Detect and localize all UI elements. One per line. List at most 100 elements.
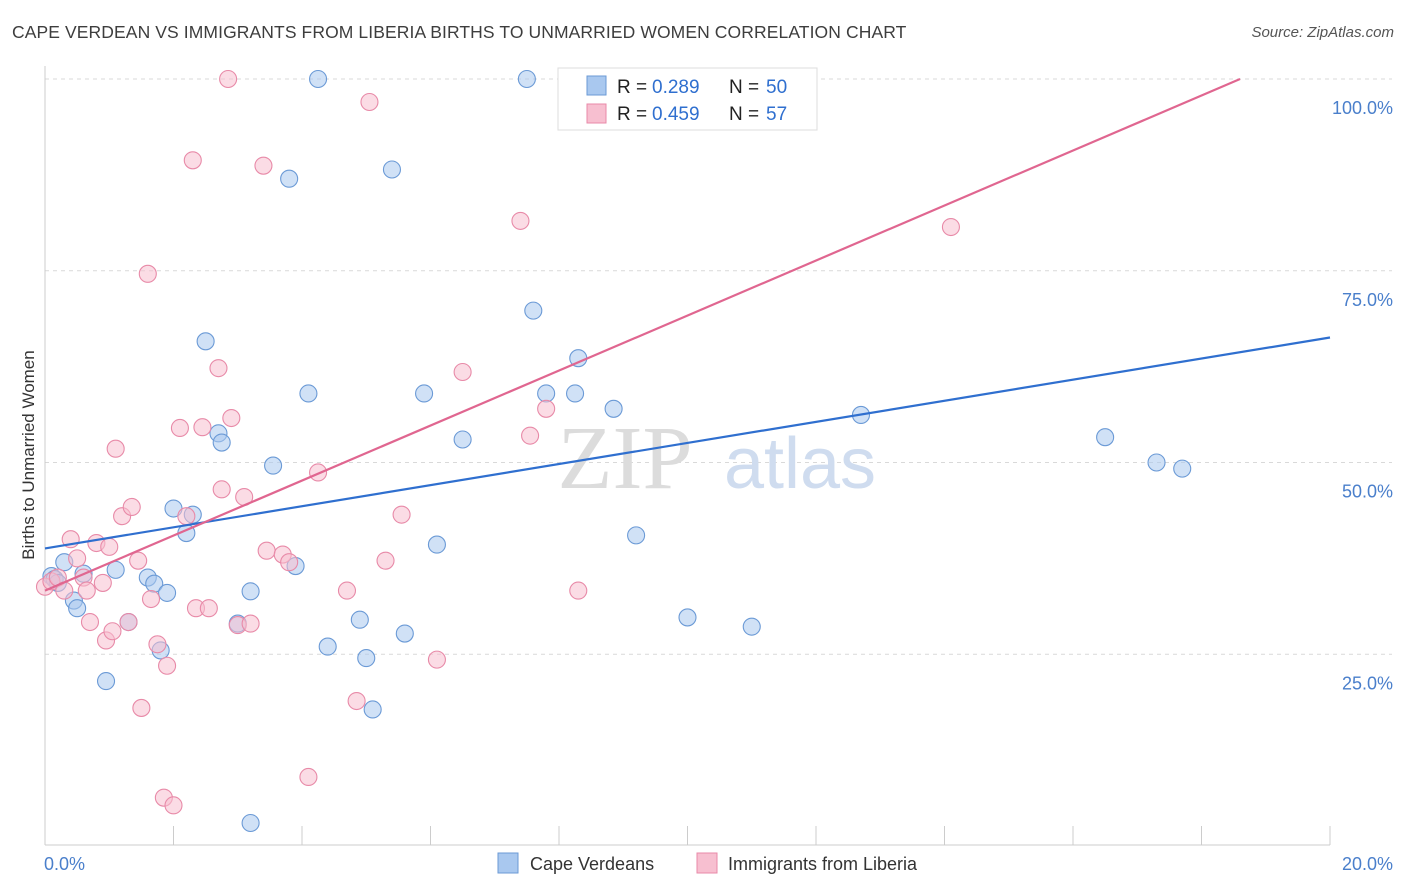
point-pink-25: [170, 418, 189, 438]
point-blue-21: [241, 582, 260, 601]
legend-label-liberia[interactable]: Immigrants from Liberia: [728, 854, 918, 874]
point-blue-5: [68, 599, 87, 618]
point-pink-30: [199, 599, 218, 618]
point-blue-32: [395, 624, 414, 643]
point-pink-27: [183, 151, 202, 170]
point-pink-37: [241, 614, 260, 633]
point-blue-31: [382, 160, 402, 179]
point-pink-31: [209, 359, 228, 378]
legend-swatch-liberia[interactable]: [696, 852, 718, 874]
point-pink-44: [337, 581, 357, 600]
legend: Cape Verdeans Immigrants from Liberia: [497, 852, 918, 874]
point-blue-36: [517, 69, 536, 89]
point-blue-33: [415, 384, 434, 403]
point-blue-22: [264, 456, 283, 475]
point-blue-47: [1147, 453, 1166, 472]
point-pink-20: [141, 589, 161, 609]
watermark-zip: ZIP: [558, 409, 693, 508]
watermark-atlas: atlas: [724, 424, 876, 504]
series-cape-verdeans: [42, 69, 1192, 833]
stats-n-label-pink: N =: [729, 104, 759, 125]
point-pink-17: [122, 497, 141, 517]
point-blue-34: [427, 535, 446, 554]
stats-n-value-blue: 50: [766, 77, 787, 98]
point-blue-7: [96, 672, 116, 691]
stats-n-label-blue: N =: [729, 77, 759, 98]
point-pink-13: [103, 622, 122, 641]
point-blue-13: [158, 583, 177, 602]
point-pink-49: [427, 650, 446, 669]
trendlines: [44, 77, 1331, 592]
source-label: Source: ZipAtlas.com: [1251, 24, 1394, 41]
y-axis-title: Births to Unmarried Women: [19, 350, 38, 559]
point-pink-54: [569, 581, 588, 600]
point-pink-34: [222, 408, 241, 428]
point-blue-35: [453, 430, 472, 449]
point-blue-49: [241, 813, 260, 833]
point-blue-38: [537, 384, 556, 403]
point-pink-5: [68, 549, 87, 568]
point-pink-14: [106, 439, 125, 458]
point-pink-41: [280, 553, 299, 572]
point-blue-28: [350, 610, 369, 629]
stats-r-label-pink: R =: [617, 104, 647, 125]
point-blue-41: [604, 399, 623, 418]
point-pink-50: [453, 362, 472, 382]
point-blue-19: [212, 433, 231, 452]
point-pink-48: [392, 505, 411, 524]
point-blue-43: [678, 608, 697, 627]
point-pink-33: [219, 69, 238, 89]
y-tick-label-50: 50.0%: [1342, 482, 1393, 502]
point-pink-24: [164, 796, 183, 815]
stats-r-label-blue: R =: [617, 77, 647, 98]
gridlines: [45, 78, 1392, 655]
legend-label-cape-verdeans[interactable]: Cape Verdeans: [530, 854, 654, 874]
point-blue-37: [524, 301, 543, 320]
x-tick-label-20: 20.0%: [1342, 854, 1393, 874]
point-blue-27: [318, 637, 337, 656]
point-pink-53: [537, 399, 556, 418]
point-pink-10: [93, 573, 112, 592]
point-blue-42: [627, 526, 646, 545]
point-blue-46: [1096, 428, 1115, 447]
stats-box: R = 0.289 N = 50 R = 0.459 N = 57: [557, 67, 818, 131]
point-blue-25: [299, 384, 318, 403]
point-blue-17: [196, 332, 215, 351]
point-pink-45: [347, 691, 366, 711]
point-blue-44: [742, 617, 761, 636]
point-pink-16: [119, 612, 138, 632]
point-blue-39: [566, 384, 585, 403]
point-pink-26: [177, 507, 196, 526]
point-pink-21: [148, 635, 167, 654]
stats-n-value-pink: 57: [766, 104, 787, 125]
stats-swatch-blue: [586, 75, 607, 96]
x-tick-label-0: 0.0%: [44, 854, 85, 874]
point-pink-52: [521, 426, 540, 445]
point-pink-55: [941, 217, 960, 237]
point-pink-12: [100, 537, 119, 556]
point-pink-51: [511, 211, 530, 230]
point-blue-29: [357, 649, 376, 668]
point-pink-23: [158, 656, 177, 675]
point-blue-23: [280, 169, 299, 188]
point-blue-48: [1173, 459, 1192, 478]
legend-swatch-cape-verdeans[interactable]: [497, 852, 519, 874]
tick-labels: 25.0% 50.0% 75.0% 100.0% 0.0% 20.0%: [44, 98, 1393, 874]
point-pink-19: [132, 698, 151, 717]
stats-r-value-pink: 0.459: [652, 104, 700, 125]
trendline-pink: [44, 77, 1241, 592]
point-blue-26: [309, 69, 328, 89]
point-pink-29: [193, 418, 212, 437]
point-pink-46: [360, 92, 379, 112]
point-pink-38: [254, 156, 273, 175]
trendline-blue: [44, 336, 1331, 550]
point-pink-8: [80, 612, 100, 632]
y-tick-label-75: 75.0%: [1342, 290, 1393, 310]
point-pink-32: [212, 480, 231, 499]
stats-r-value-blue: 0.289: [652, 77, 700, 98]
point-pink-47: [376, 551, 395, 570]
point-pink-39: [257, 541, 276, 560]
series-liberia: [35, 69, 960, 815]
point-blue-30: [363, 700, 382, 719]
